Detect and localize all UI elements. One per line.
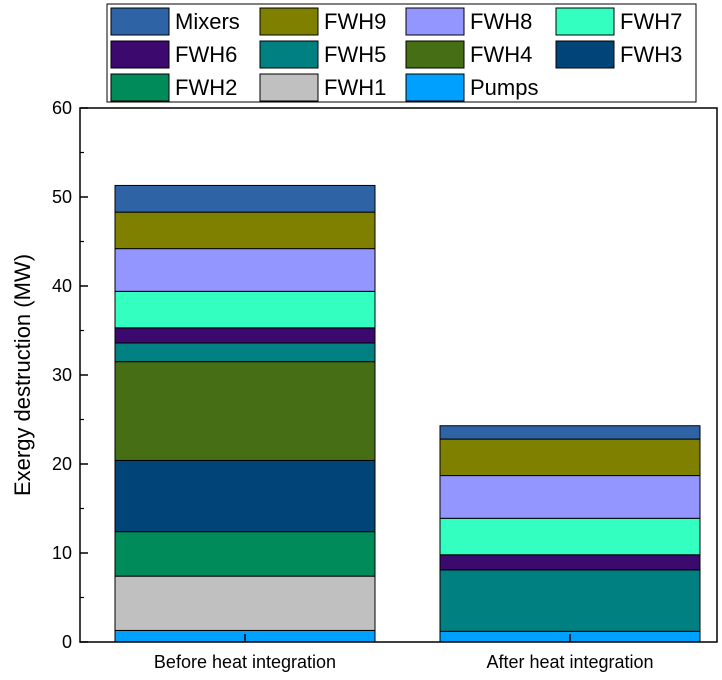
legend-label-fwh8: FWH8 bbox=[470, 9, 532, 34]
x-tick-label-before-heat-integration: Before heat integration bbox=[154, 652, 336, 672]
y-axis: 0 10 20 30 40 50 60 bbox=[52, 98, 88, 652]
y-tick-label-50: 50 bbox=[52, 187, 72, 207]
bar-segment-fwh6-2 bbox=[439, 554, 701, 571]
legend-label-fwh2: FWH2 bbox=[175, 75, 237, 100]
bar-segment-fwh7-1 bbox=[114, 290, 376, 329]
bar-segment-fwh8-2 bbox=[439, 475, 701, 519]
legend-swatch-fwh7 bbox=[555, 7, 615, 36]
legend-label-fwh3: FWH3 bbox=[620, 42, 682, 67]
legend-swatch-fwh1 bbox=[259, 73, 319, 102]
legend-label-fwh5: FWH5 bbox=[324, 42, 386, 67]
bars-layer bbox=[114, 184, 701, 643]
bar-segment-fwh5-1 bbox=[114, 342, 376, 363]
y-tick-label-30: 30 bbox=[52, 365, 72, 385]
bar-segment-fwh7-2 bbox=[439, 517, 701, 556]
legend-swatch-fwh5 bbox=[259, 40, 319, 69]
y-tick-label-10: 10 bbox=[52, 543, 72, 563]
bar-segment-fwh8-1 bbox=[114, 248, 376, 292]
legend: Mixers FWH9 FWH8 FWH7 FWH6 FWH5 FWH4 FWH3 FWH2 FW… bbox=[106, 3, 697, 103]
legend-label-fwh1: FWH1 bbox=[324, 75, 386, 100]
legend-swatch-fwh2 bbox=[110, 73, 170, 102]
bar-segment-mixers-1 bbox=[114, 184, 376, 213]
y-axis-label: Exergy destruction (MW) bbox=[10, 254, 35, 496]
legend-label-fwh4: FWH4 bbox=[470, 42, 532, 67]
legend-label-fwh7: FWH7 bbox=[620, 9, 682, 34]
bar-segment-fwh9-2 bbox=[439, 438, 701, 477]
y-tick-label-20: 20 bbox=[52, 454, 72, 474]
legend-label-fwh6: FWH6 bbox=[175, 42, 237, 67]
legend-swatch-fwh8 bbox=[405, 7, 465, 36]
y-tick-label-60: 60 bbox=[52, 98, 72, 118]
x-axis: Before heat integration After heat integr… bbox=[154, 634, 654, 672]
legend-swatch-pumps bbox=[405, 73, 465, 102]
y-tick-label-0: 0 bbox=[62, 632, 72, 652]
legend-swatch-fwh9 bbox=[259, 7, 319, 36]
legend-swatch-fwh4 bbox=[405, 40, 465, 69]
bar-segment-fwh1-1 bbox=[114, 575, 376, 631]
legend-label-pumps: Pumps bbox=[470, 75, 538, 100]
legend-swatch-fwh6 bbox=[110, 40, 170, 69]
bar-segment-fwh4-1 bbox=[114, 361, 376, 461]
bar-segment-fwh9-1 bbox=[114, 211, 376, 250]
bar-segment-fwh3-1 bbox=[114, 459, 376, 533]
bar-segment-fwh5-2 bbox=[439, 569, 701, 632]
legend-label-fwh9: FWH9 bbox=[324, 9, 386, 34]
legend-swatch-mixers bbox=[110, 7, 170, 36]
bar-segment-fwh6-1 bbox=[114, 327, 376, 344]
legend-label-mixers: Mixers bbox=[175, 9, 240, 34]
bar-segment-fwh2-1 bbox=[114, 531, 376, 577]
x-tick-label-after-heat-integration: After heat integration bbox=[486, 652, 653, 672]
bar-segment-mixers-2 bbox=[439, 425, 701, 440]
legend-swatch-fwh3 bbox=[555, 40, 615, 69]
y-tick-label-40: 40 bbox=[52, 276, 72, 296]
